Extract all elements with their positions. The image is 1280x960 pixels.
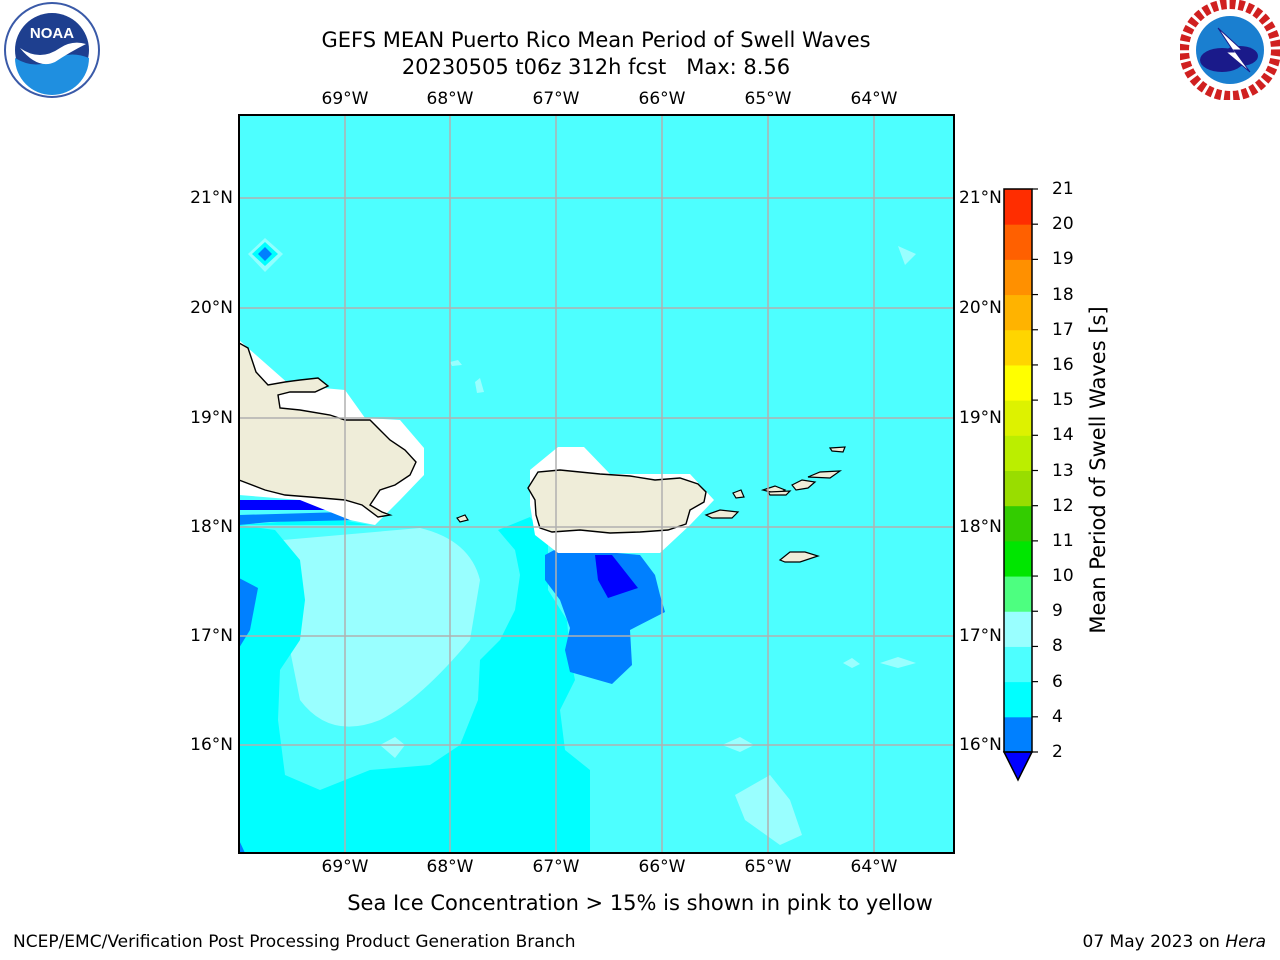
lat-label-left: 20°N bbox=[190, 298, 233, 318]
lat-label-right: 17°N bbox=[959, 626, 1002, 646]
colorbar-segment bbox=[1004, 505, 1032, 542]
vieques-island bbox=[704, 509, 740, 519]
lon-label-bottom: 66°W bbox=[638, 857, 686, 877]
colorbar-segment bbox=[1004, 364, 1032, 401]
colorbar-tick-label: 21 bbox=[1052, 179, 1074, 199]
lon-label-top: 67°W bbox=[532, 89, 580, 109]
noaa-logo: NOAA bbox=[4, 2, 100, 98]
colorbar-tick-label: 18 bbox=[1052, 284, 1074, 305]
colorbar bbox=[1002, 188, 1038, 782]
colorbar-segment bbox=[1004, 329, 1032, 366]
sea-ice-caption: Sea Ice Concentration > 15% is shown in … bbox=[347, 891, 933, 915]
lon-label-bottom: 65°W bbox=[744, 857, 792, 877]
colorbar-segment bbox=[1004, 189, 1032, 225]
st-croix-island bbox=[778, 551, 820, 563]
lon-label-top: 66°W bbox=[638, 89, 686, 109]
colorbar-tick-label: 12 bbox=[1052, 495, 1074, 516]
lon-label-bottom: 68°W bbox=[426, 857, 474, 877]
footer-date-text: 07 May 2023 on bbox=[1082, 932, 1226, 952]
footer-host: Hera bbox=[1225, 932, 1266, 952]
light-patch-ne bbox=[898, 246, 916, 265]
colorbar-segment bbox=[1004, 224, 1032, 260]
swell-band-2-4 bbox=[239, 248, 665, 853]
lat-label-left: 17°N bbox=[190, 626, 233, 646]
colorbar-tick-label: 2 bbox=[1052, 742, 1063, 762]
lon-label-top: 65°W bbox=[744, 89, 792, 109]
lon-label-bottom: 69°W bbox=[321, 857, 369, 877]
light-patch-west bbox=[283, 528, 480, 727]
lat-label-right: 19°N bbox=[959, 408, 1002, 428]
map-frame bbox=[238, 114, 955, 854]
lon-label-top: 69°W bbox=[321, 89, 369, 109]
anegada-island bbox=[828, 446, 846, 453]
colorbar-extend-low bbox=[1002, 751, 1034, 782]
colorbar-segment bbox=[1004, 646, 1032, 683]
colorbar-tick-label: 10 bbox=[1052, 566, 1074, 587]
colorbar-segment bbox=[1004, 681, 1032, 718]
lon-label-top: 68°W bbox=[426, 89, 474, 109]
colorbar-tick-label: 16 bbox=[1052, 354, 1074, 375]
colorbar-segment bbox=[1004, 294, 1032, 331]
lat-label-left: 21°N bbox=[190, 188, 233, 208]
chart-title: GEFS MEAN Puerto Rico Mean Period of Swe… bbox=[321, 28, 871, 52]
colorbar-segment bbox=[1004, 716, 1032, 753]
colorbar-tick-label: 15 bbox=[1052, 390, 1074, 411]
lon-label-bottom: 67°W bbox=[532, 857, 580, 877]
colorbar-tick-label: 4 bbox=[1052, 706, 1063, 727]
nws-logo bbox=[1180, 0, 1280, 100]
colorbar-tick-label: 9 bbox=[1052, 601, 1063, 622]
colorbar-segment bbox=[1004, 576, 1032, 612]
lat-label-right: 21°N bbox=[959, 188, 1002, 208]
colorbar-tick-label: 19 bbox=[1052, 249, 1074, 270]
lat-label-right: 20°N bbox=[959, 298, 1002, 318]
colorbar-segment bbox=[1004, 400, 1032, 436]
colorbar-tick-label: 20 bbox=[1052, 214, 1074, 235]
colorbar-segment bbox=[1004, 540, 1032, 577]
noaa-logo-text: NOAA bbox=[30, 25, 74, 42]
colorbar-segment bbox=[1004, 611, 1032, 647]
lat-label-left: 16°N bbox=[190, 735, 233, 755]
culebra-island bbox=[732, 489, 745, 499]
colorbar-segment bbox=[1004, 259, 1032, 296]
colorbar-title: Mean Period of Swell Waves [s] bbox=[1086, 306, 1110, 634]
lon-label-bottom: 64°W bbox=[850, 857, 898, 877]
footer-date: 07 May 2023 on Hera bbox=[1083, 932, 1267, 952]
colorbar-segment bbox=[1004, 470, 1032, 507]
lat-label-right: 16°N bbox=[959, 735, 1002, 755]
colorbar-tick-label: 8 bbox=[1052, 636, 1063, 657]
small-islands bbox=[456, 446, 846, 563]
lat-label-left: 19°N bbox=[190, 408, 233, 428]
colorbar-tick-label: 6 bbox=[1052, 671, 1063, 692]
mona-island bbox=[456, 514, 469, 523]
colorbar-tick-label: 13 bbox=[1052, 460, 1074, 481]
colorbar-segment bbox=[1004, 435, 1032, 471]
footer-branch: NCEP/EMC/Verification Post Processing Pr… bbox=[13, 932, 576, 952]
chart-subtitle: 20230505 t06z 312h fcst Max: 8.56 bbox=[401, 55, 791, 79]
lat-label-left: 18°N bbox=[190, 517, 233, 537]
colorbar-tick-label: 14 bbox=[1052, 425, 1074, 446]
puerto-rico-land bbox=[527, 469, 707, 534]
colorbar-tick-label: 11 bbox=[1052, 530, 1074, 551]
lat-label-right: 18°N bbox=[959, 517, 1002, 537]
colorbar-tick-label: 17 bbox=[1052, 319, 1074, 340]
hispaniola-land bbox=[239, 342, 417, 518]
lon-label-top: 64°W bbox=[850, 89, 898, 109]
map-grid bbox=[239, 115, 954, 853]
